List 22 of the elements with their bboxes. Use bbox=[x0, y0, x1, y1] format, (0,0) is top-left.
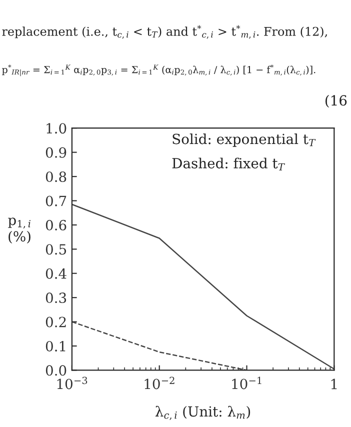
y-tick-label: 0.4 bbox=[46, 268, 66, 279]
text: p$^{*}$$_{IR|nr}$ = Σ$_{i=1}$$^{K}$ α$_{i}$p$_{2,0}$p$_{3,i}$ = Σ$_{i=1}$$^{K}$ (α$_{i}$p$_{2,0}$λ$_{m,i}$ / λ$_{c,i}$) [1 − f$^{*}$$_{m,i}$(λ$_{c,i}$)]. bbox=[2, 64, 316, 76]
y-tick-label: 0.2 bbox=[46, 316, 66, 328]
y-tick-label: 0.5 bbox=[46, 244, 66, 255]
y-tick-label: 0.8 bbox=[46, 171, 66, 182]
y-tick-label: 0.0 bbox=[46, 365, 66, 376]
y-tick-label: 0.1 bbox=[46, 340, 66, 352]
y-tick-label: 1.0 bbox=[46, 123, 66, 134]
y-tick-label: 0.9 bbox=[46, 147, 66, 158]
y-tick-label: 0.6 bbox=[46, 220, 66, 230]
text: replacement (i.e., t$_{c,i}$ < t$_{T}$) and t$^{*}$$_{c,i}$ > t$^{*}$$_{m,i}$. From (12), bbox=[2, 25, 327, 39]
y-tick-label: 0.3 bbox=[46, 292, 66, 304]
y-axis-title: p$_{1,i}$ (%) bbox=[8, 218, 30, 244]
y-tick-label: 0.7 bbox=[46, 196, 66, 206]
annotation: Dashed: fixed t$_{T}$ bbox=[172, 158, 286, 170]
x-tick-label: 10$^{−3}$ bbox=[57, 376, 88, 390]
x-tick-label: 10$^{−2}$ bbox=[144, 376, 174, 390]
text: (16 bbox=[325, 94, 347, 108]
annotation: Solid: exponential t$_{T}$ bbox=[172, 133, 316, 147]
x-tick-label: 1 bbox=[331, 378, 337, 390]
x-axis-title: λ$_{c,i}$ (Unit: λ$_{m}$) bbox=[155, 406, 250, 420]
x-tick-label: 10$^{−1}$ bbox=[232, 376, 262, 390]
